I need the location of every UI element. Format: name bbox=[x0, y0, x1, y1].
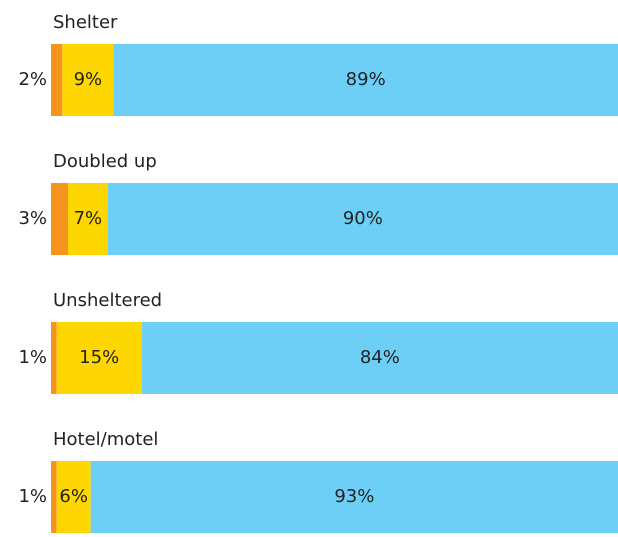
category-label: Hotel/motel bbox=[53, 429, 158, 450]
value-label: 15% bbox=[79, 347, 119, 368]
bar-segment bbox=[107, 183, 618, 255]
value-label: 89% bbox=[346, 69, 386, 90]
bar-segment bbox=[51, 461, 57, 533]
value-label: 7% bbox=[74, 208, 103, 229]
value-label: 90% bbox=[343, 208, 383, 229]
bar-segment bbox=[56, 322, 142, 394]
value-label: 2% bbox=[18, 69, 47, 90]
bar-segment bbox=[113, 44, 618, 116]
bar-segment bbox=[51, 44, 63, 116]
bar-segment bbox=[90, 461, 618, 533]
category-label: Shelter bbox=[53, 12, 118, 33]
bar-segment bbox=[62, 44, 114, 116]
value-label: 3% bbox=[18, 208, 47, 229]
category-label: Unsheltered bbox=[53, 290, 162, 311]
value-label: 6% bbox=[59, 486, 88, 507]
value-label: 84% bbox=[360, 347, 400, 368]
category-label: Doubled up bbox=[53, 151, 157, 172]
value-label: 9% bbox=[74, 69, 103, 90]
bar-segment bbox=[141, 322, 618, 394]
bar-segment bbox=[68, 183, 108, 255]
value-label: 1% bbox=[18, 486, 47, 507]
value-label: 1% bbox=[18, 347, 47, 368]
bar-segment bbox=[51, 322, 57, 394]
bar-segment bbox=[51, 183, 69, 255]
value-label: 93% bbox=[334, 486, 374, 507]
bar-segment bbox=[56, 461, 91, 533]
